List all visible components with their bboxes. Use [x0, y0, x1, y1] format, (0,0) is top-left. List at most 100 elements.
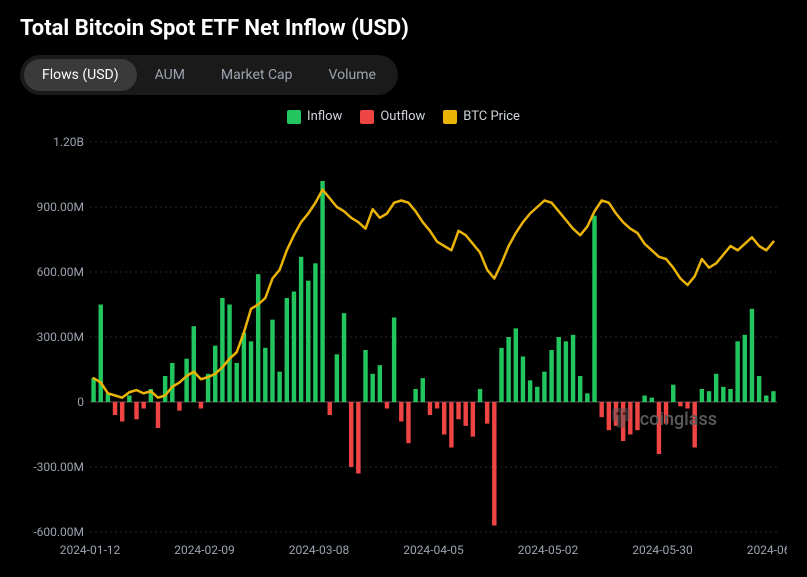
flow-bar: [564, 341, 568, 402]
flow-bar: [750, 309, 754, 402]
y-axis-label: 600.00M: [37, 265, 84, 279]
flow-bar: [370, 374, 374, 402]
flow-bar: [199, 402, 203, 409]
legend-btc: BTC Price: [443, 109, 520, 124]
flow-bar: [592, 216, 596, 402]
flow-bar: [621, 402, 625, 441]
flow-bar: [764, 396, 768, 403]
flow-bar: [650, 398, 654, 402]
flow-bar: [535, 387, 539, 402]
flow-bar: [421, 378, 425, 402]
flow-bar: [671, 385, 675, 402]
flow-bar: [170, 363, 174, 402]
flow-bar: [678, 402, 682, 406]
flow-bar: [478, 389, 482, 402]
flow-bar: [249, 341, 253, 402]
flow-bar: [542, 372, 546, 402]
flow-bar: [735, 341, 739, 402]
x-axis-label: 2024-05-02: [518, 543, 579, 557]
tabs-container: Flows (USD)AUMMarket CapVolume: [20, 55, 398, 95]
tab-volume[interactable]: Volume: [311, 59, 394, 91]
x-axis-label: 2024-03-08: [289, 543, 350, 557]
flow-bar: [220, 298, 224, 402]
tab-market-cap[interactable]: Market Cap: [203, 59, 311, 91]
flow-bar: [227, 305, 231, 403]
flow-bar: [599, 402, 603, 417]
flow-bar: [721, 387, 725, 402]
flow-bar: [156, 402, 160, 428]
flow-bar: [614, 402, 618, 426]
legend-btc-label: BTC Price: [463, 109, 520, 124]
flow-bar: [506, 337, 510, 402]
flow-bar: [184, 359, 188, 402]
flow-bar: [628, 402, 632, 435]
flow-bar: [363, 350, 367, 402]
flow-bar: [285, 298, 289, 402]
flow-bar: [557, 337, 561, 402]
flow-bar: [571, 335, 575, 402]
y-axis-label: -300.00M: [33, 460, 84, 474]
flow-bar: [528, 380, 532, 402]
flow-bar: [342, 313, 346, 402]
flow-bar: [134, 402, 138, 419]
flow-bar: [463, 402, 467, 426]
flow-bar: [320, 181, 324, 402]
flow-bar: [256, 274, 260, 402]
x-axis-label: 2024-04-05: [403, 543, 464, 557]
x-axis-label: 2024-01-12: [60, 543, 121, 557]
flow-bar: [163, 376, 167, 402]
y-axis-label: 1.20B: [53, 135, 84, 149]
chart-area: -600.00M-300.00M0300.00M600.00M900.00M1.…: [20, 132, 787, 562]
tab-flows-usd-[interactable]: Flows (USD): [24, 59, 137, 91]
flow-bar: [549, 350, 553, 402]
legend: Inflow Outflow BTC Price: [0, 109, 807, 124]
flow-bar: [385, 402, 389, 409]
y-axis-label: 0: [77, 395, 84, 409]
legend-inflow-color: [287, 110, 301, 124]
flow-bar: [234, 363, 238, 402]
y-axis-label: 900.00M: [37, 200, 84, 214]
flow-bar: [299, 257, 303, 402]
flow-bar: [707, 391, 711, 402]
flow-bar: [399, 402, 403, 422]
flow-bar: [585, 393, 589, 402]
legend-outflow-color: [360, 110, 374, 124]
flow-bar: [492, 402, 496, 526]
y-axis-label: -600.00M: [33, 525, 84, 539]
flow-bar: [685, 402, 689, 409]
flow-bar: [514, 328, 518, 402]
flow-bar: [413, 389, 417, 402]
tab-aum[interactable]: AUM: [137, 59, 203, 91]
flow-bar: [664, 402, 668, 424]
flow-bar: [642, 396, 646, 403]
flow-bar: [635, 402, 639, 430]
flow-bar: [471, 402, 475, 437]
flow-bar: [499, 348, 503, 402]
flow-bar: [313, 263, 317, 402]
flow-bar: [242, 333, 246, 402]
flow-bar: [607, 402, 611, 430]
flow-bar: [335, 354, 339, 402]
legend-inflow-label: Inflow: [307, 109, 342, 124]
flow-bar: [378, 365, 382, 402]
flow-bar: [743, 335, 747, 402]
legend-btc-color: [443, 110, 457, 124]
flow-bar: [328, 402, 332, 415]
flow-bar: [692, 402, 696, 448]
flow-bar: [456, 402, 460, 419]
x-axis-label: 2024-02-09: [174, 543, 235, 557]
flow-bar: [657, 402, 661, 454]
flow-bar: [113, 402, 117, 415]
legend-inflow: Inflow: [287, 109, 342, 124]
flow-bar: [99, 305, 103, 403]
legend-outflow: Outflow: [360, 109, 425, 124]
flow-bar: [277, 372, 281, 402]
page-title: Total Bitcoin Spot ETF Net Inflow (USD): [20, 16, 787, 41]
flow-bar: [700, 389, 704, 402]
x-axis-label: 2024-06-27: [747, 543, 787, 557]
flow-bar: [270, 320, 274, 402]
flow-bar: [714, 374, 718, 402]
flows-chart: -600.00M-300.00M0300.00M600.00M900.00M1.…: [20, 132, 787, 562]
flow-bar: [578, 376, 582, 402]
flow-bar: [349, 402, 353, 467]
